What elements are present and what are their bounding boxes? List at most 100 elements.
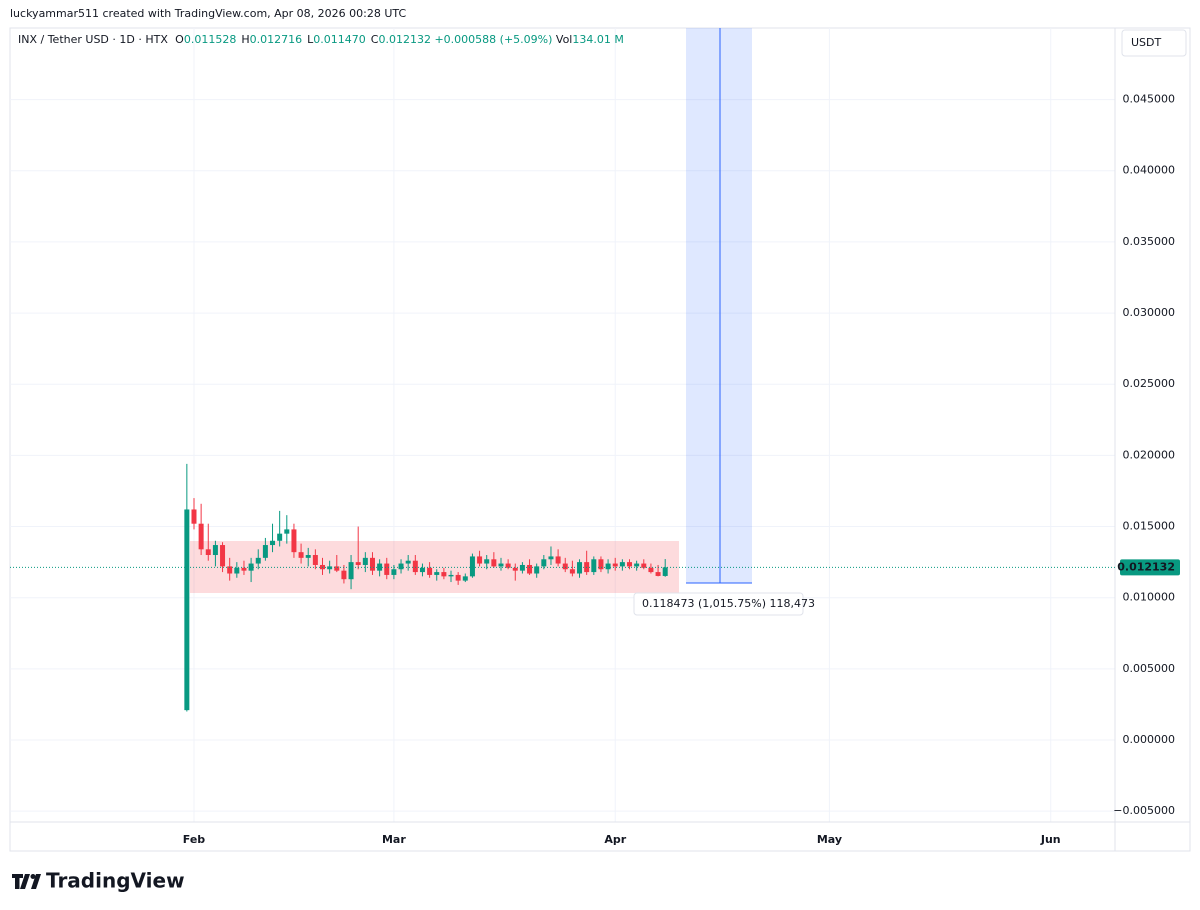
last-price-box — [1120, 559, 1180, 576]
candle-body — [277, 533, 283, 541]
ohlc-key: O — [175, 33, 184, 46]
ohlc-value: 0.012132 — [378, 33, 431, 46]
candle-body — [391, 569, 397, 575]
candle-body — [577, 562, 583, 574]
candle-body — [220, 545, 226, 567]
candle-body — [598, 559, 604, 570]
grid — [10, 28, 1115, 822]
candle-body — [619, 562, 625, 567]
candles — [184, 463, 668, 712]
ohlc-key: L — [307, 33, 314, 46]
candle-body — [412, 560, 418, 573]
candle-body — [491, 559, 497, 567]
candle-body — [369, 557, 375, 571]
candle-body — [248, 563, 254, 571]
candle-body — [441, 572, 447, 577]
candle-body — [462, 576, 468, 581]
y-tick-label: 0.015000 — [1123, 520, 1176, 533]
candle-body — [469, 556, 475, 577]
y-tick-label: 0.035000 — [1123, 235, 1176, 248]
ohlc-key: H — [241, 33, 249, 46]
candle-body — [341, 570, 347, 580]
x-tick-label: Feb — [183, 833, 206, 846]
candle-body — [555, 556, 561, 564]
y-tick-label: 0.000000 — [1123, 733, 1176, 746]
candle-body — [305, 555, 311, 558]
currency-button[interactable] — [1121, 29, 1187, 57]
last-price-label: 0.012132 — [1117, 560, 1175, 573]
y-tick-label: 0.010000 — [1123, 591, 1176, 604]
ohlc-key: C — [371, 33, 379, 46]
candle-body — [348, 562, 354, 580]
candle-body — [355, 562, 361, 565]
candle-body — [591, 559, 597, 573]
candle-body — [548, 556, 554, 560]
candle-body — [434, 572, 440, 575]
candle-body — [227, 566, 233, 574]
x-tick-label: Mar — [382, 833, 406, 846]
measure-label: 0.118473 (1,015.75%) 118,473 — [642, 597, 815, 610]
candle-body — [241, 567, 247, 571]
candle-body — [205, 549, 211, 556]
candle-body — [255, 557, 261, 564]
candle-body — [448, 574, 454, 577]
x-tick-label: Jun — [1040, 833, 1061, 846]
candle-body — [641, 563, 647, 568]
candle-body — [362, 557, 368, 565]
symbol: INX / Tether USD · 1D · HTX — [18, 33, 168, 46]
y-tick-label: 0.030000 — [1123, 306, 1176, 319]
candle-body — [191, 509, 197, 524]
currency[interactable]: USDT — [1131, 36, 1162, 49]
candle-body — [477, 556, 483, 564]
date-range-zone — [686, 28, 752, 583]
candle-body — [534, 566, 540, 574]
vol: 134.01 M — [572, 33, 623, 46]
candle-body — [455, 574, 461, 581]
candle-body — [569, 569, 575, 574]
candle-body — [634, 563, 640, 567]
candle-body — [270, 540, 276, 546]
candle-body — [541, 559, 547, 567]
candle-body — [484, 559, 490, 564]
candle-body — [605, 563, 611, 570]
brand-logo — [12, 874, 41, 889]
candle-body — [334, 566, 340, 571]
candle-body — [384, 563, 390, 575]
candle-body — [505, 563, 511, 568]
candle-body — [291, 529, 297, 553]
x-tick-label: Apr — [604, 833, 626, 846]
candle-body — [327, 566, 333, 570]
change: +0.000588 (+5.09%) — [434, 33, 552, 46]
vol-key: Vol — [556, 33, 572, 46]
candle-body — [612, 563, 618, 567]
y-tick-label: 0.040000 — [1123, 164, 1176, 177]
candle-body — [519, 564, 525, 571]
candle-body — [627, 562, 633, 567]
ohlc-value: 0.012716 — [250, 33, 303, 46]
legend: INX / Tether USD · 1D · HTX O0.011528 H0.0… — [18, 33, 624, 46]
candle-body — [527, 564, 533, 574]
brand: TradingView — [46, 869, 185, 893]
candle-body — [312, 555, 318, 565]
y-tick-label: −0.005000 — [1113, 804, 1175, 817]
candle-body — [284, 529, 290, 534]
ohlc-value: 0.011528 — [184, 33, 237, 46]
candle-body — [427, 567, 433, 575]
candle-body — [262, 545, 268, 558]
candle-body — [662, 567, 668, 576]
candle-body — [419, 567, 425, 573]
candle-body — [562, 563, 568, 570]
candle-body — [498, 563, 504, 567]
y-tick-label: 0.020000 — [1123, 448, 1176, 461]
ohlc-value: 0.011470 — [313, 33, 366, 46]
candle-body — [648, 567, 654, 573]
candle-body — [234, 567, 240, 574]
measure-box — [633, 592, 804, 616]
candle-body — [212, 545, 218, 556]
candle-body — [398, 563, 404, 570]
candle-body — [512, 567, 518, 571]
x-tick-label: May — [817, 833, 842, 846]
attribution: luckyammar511 created with TradingView.c… — [10, 7, 406, 20]
y-tick-label: 0.005000 — [1123, 662, 1176, 675]
